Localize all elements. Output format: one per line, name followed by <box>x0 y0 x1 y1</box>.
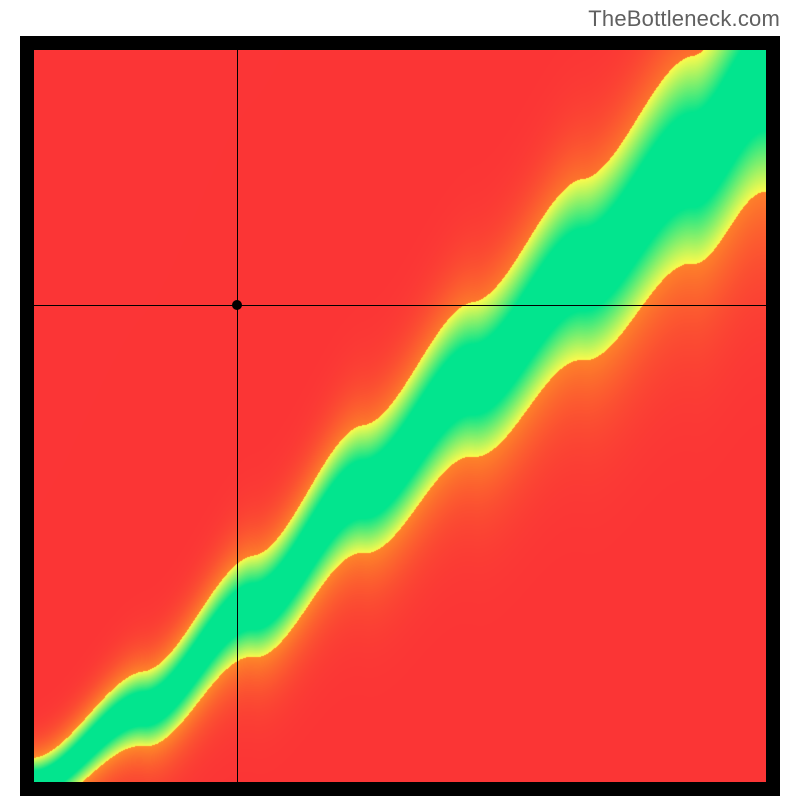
crosshair-horizontal <box>34 305 766 306</box>
plot-frame <box>20 36 780 796</box>
heatmap-canvas <box>34 50 766 782</box>
plot-area <box>34 50 766 782</box>
datapoint-marker <box>232 300 242 310</box>
watermark-text: TheBottleneck.com <box>588 6 780 32</box>
crosshair-vertical <box>237 50 238 782</box>
chart-container: TheBottleneck.com <box>0 0 800 800</box>
